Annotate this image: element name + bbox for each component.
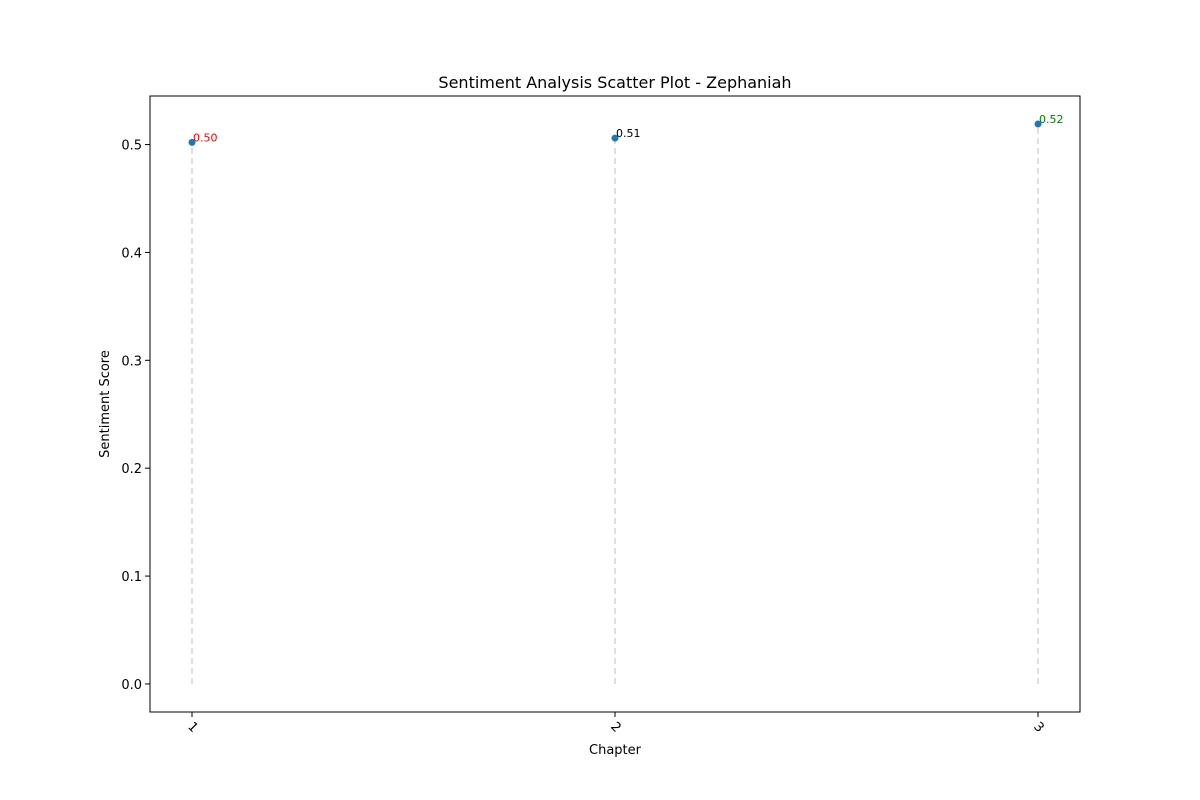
- y-tick-label: 0.0: [121, 678, 142, 693]
- x-tick-label: 2: [607, 719, 623, 735]
- y-tick-label: 0.5: [121, 139, 142, 154]
- data-point: [1034, 120, 1042, 128]
- y-axis: 0.0 0.1 0.2 0.3 0.4 0.5: [121, 139, 150, 693]
- y-tick-label: 0.2: [121, 462, 142, 477]
- data-label: 0.52: [1039, 113, 1064, 126]
- data-point: [611, 134, 619, 142]
- markers: [188, 120, 1042, 146]
- y-tick-label: 0.3: [121, 354, 142, 369]
- point-labels: 0.50 0.51 0.52: [193, 113, 1064, 144]
- data-label: 0.50: [193, 131, 218, 144]
- x-axis-label: Chapter: [589, 743, 642, 758]
- plot-area: 0.0 0.1 0.2 0.3 0.4 0.5 1 2 3 0.50 0.51 0.52: [121, 95, 1081, 736]
- y-tick-label: 0.4: [121, 246, 142, 261]
- chart-title: Sentiment Analysis Scatter Plot - Zephan…: [438, 73, 791, 92]
- x-tick-label: 3: [1030, 719, 1046, 735]
- y-tick-label: 0.1: [121, 570, 142, 585]
- data-point: [188, 138, 196, 146]
- x-tick-label: 1: [184, 719, 200, 735]
- y-axis-label: Sentiment Score: [98, 350, 113, 458]
- stems: [191, 124, 1039, 684]
- data-label: 0.51: [616, 127, 641, 140]
- x-axis: 1 2 3: [184, 712, 1047, 736]
